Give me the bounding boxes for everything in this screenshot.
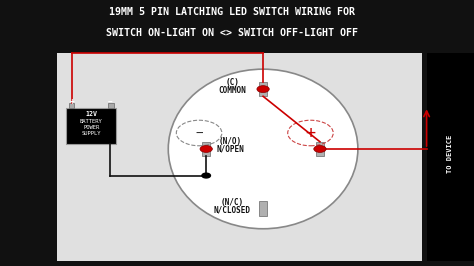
Circle shape xyxy=(314,146,326,152)
Text: (N/O): (N/O) xyxy=(219,137,241,146)
Circle shape xyxy=(200,146,212,152)
Text: −: − xyxy=(195,127,203,139)
Bar xyxy=(69,103,74,108)
Bar xyxy=(259,202,267,216)
Text: (N/C): (N/C) xyxy=(221,198,244,207)
Text: SUPPLY: SUPPLY xyxy=(82,131,101,136)
Ellipse shape xyxy=(168,69,358,229)
Bar xyxy=(202,142,210,156)
Circle shape xyxy=(257,86,269,93)
Bar xyxy=(427,53,474,261)
Bar xyxy=(316,142,324,156)
Text: BATTERY: BATTERY xyxy=(80,119,102,123)
Bar xyxy=(66,108,116,144)
Text: N/CLOSED: N/CLOSED xyxy=(214,206,251,215)
Text: TO DEVICE: TO DEVICE xyxy=(447,135,453,173)
Text: SWITCH ON-LIGHT ON <> SWITCH OFF-LIGHT OFF: SWITCH ON-LIGHT ON <> SWITCH OFF-LIGHT O… xyxy=(106,28,358,38)
Text: 12V: 12V xyxy=(85,111,97,117)
Text: COMMON: COMMON xyxy=(219,86,246,95)
Text: +: + xyxy=(305,124,316,142)
Text: +: + xyxy=(70,97,74,106)
Circle shape xyxy=(202,173,210,178)
Text: 19MM 5 PIN LATCHING LED SWITCH WIRING FOR: 19MM 5 PIN LATCHING LED SWITCH WIRING FO… xyxy=(109,7,355,17)
Bar xyxy=(108,103,114,108)
Text: POWER: POWER xyxy=(83,125,100,130)
Text: (C): (C) xyxy=(225,78,239,87)
Text: N/OPEN: N/OPEN xyxy=(216,145,244,154)
Bar xyxy=(57,53,422,261)
Text: −: − xyxy=(108,97,113,106)
Bar xyxy=(259,82,267,96)
